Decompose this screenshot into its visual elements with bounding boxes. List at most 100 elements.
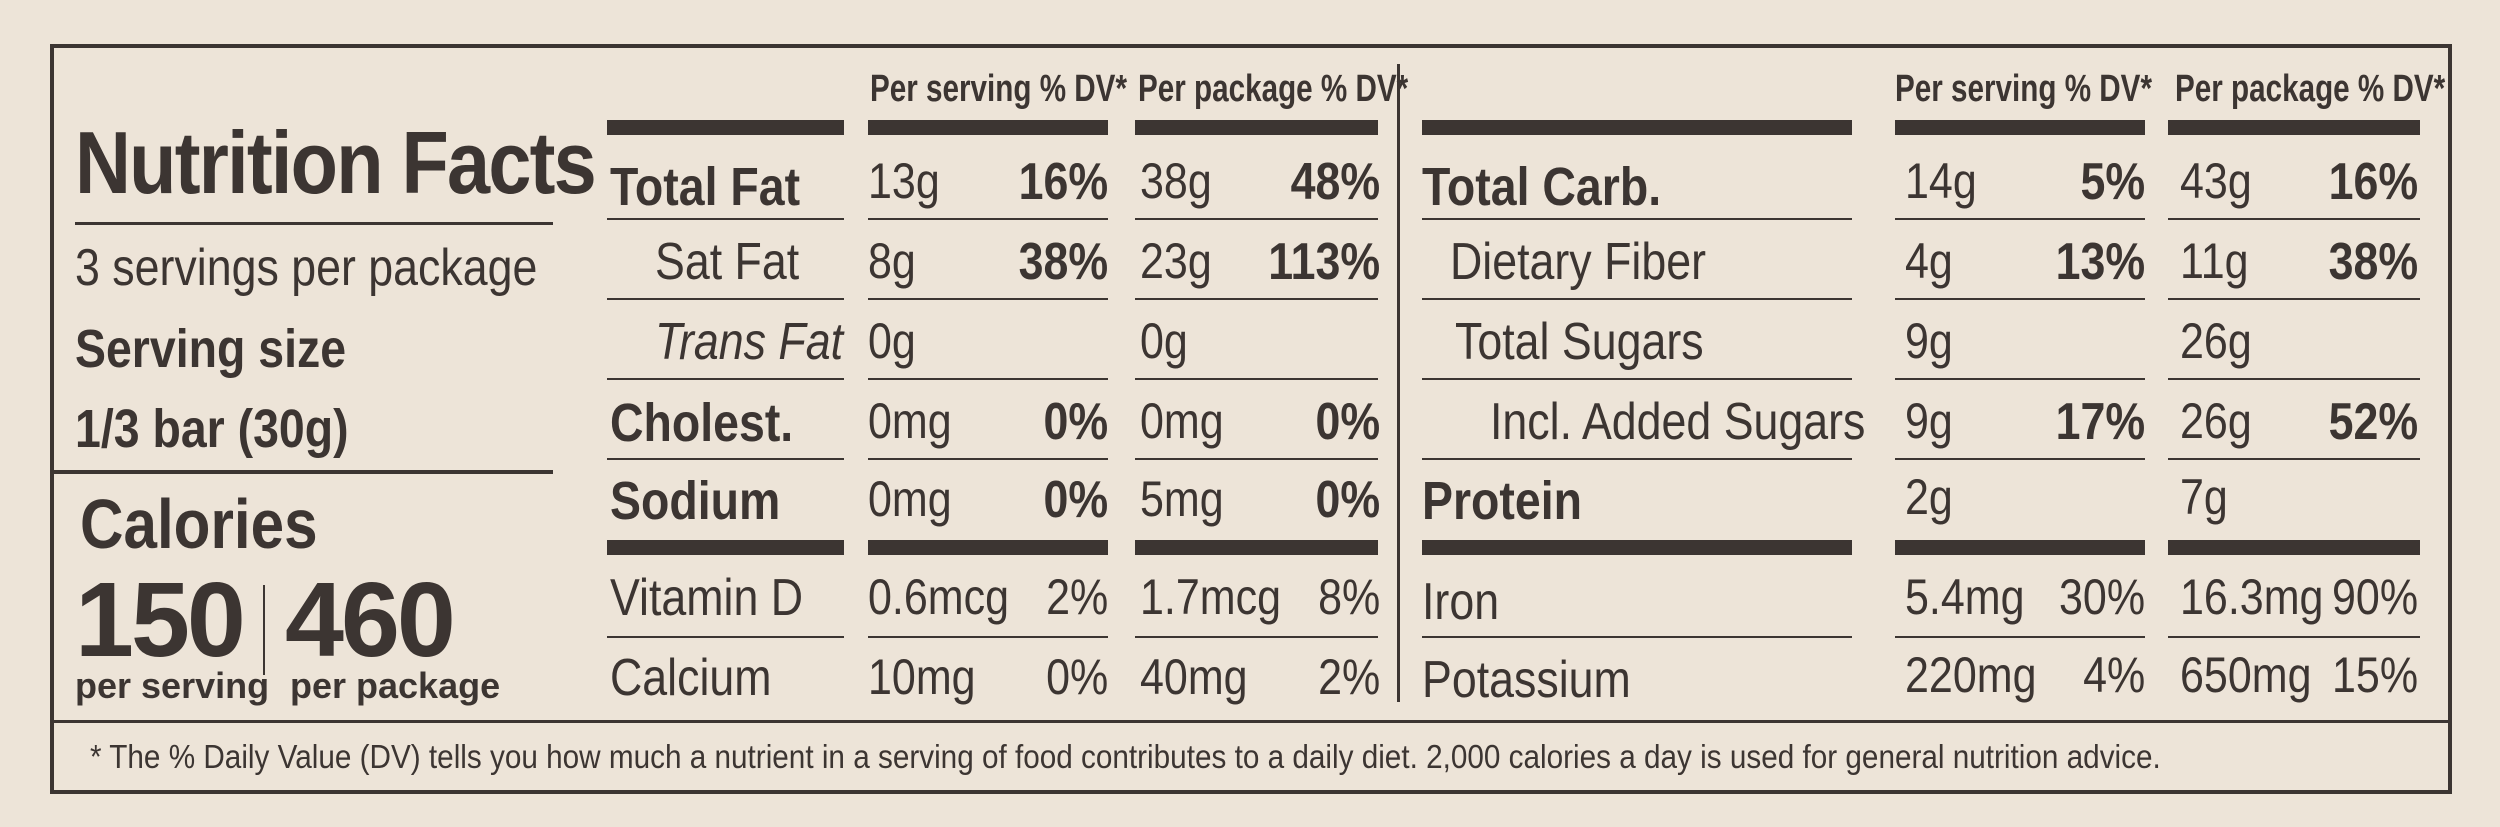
amount-package: 40mg [1140, 649, 1248, 705]
nutrient-name: Dietary Fiber [1450, 233, 1706, 291]
amount-package: 23g [1140, 233, 1212, 289]
left-serv-bar [868, 120, 1108, 135]
nutrient-name: Total Carb. [1422, 157, 1662, 217]
right-serv-bar [1895, 120, 2145, 135]
nutrient-name: Incl. Added Sugars [1490, 393, 1866, 451]
row-rule [1422, 636, 1852, 638]
amount-package: 16.3mg [2180, 569, 2324, 625]
servings-per-package: 3 servings per package [75, 239, 538, 297]
amount-serving: 220mg [1905, 647, 2037, 703]
footnote: * The % Daily Value (DV) tells you how m… [90, 738, 2161, 775]
amount-package: 0g [1140, 313, 1188, 369]
amount-serving: 13g [868, 153, 940, 209]
row-rule [1135, 218, 1378, 220]
nutrition-facts-title: Nutrition Facts [75, 113, 597, 212]
row-rule [2168, 218, 2420, 220]
dv-package: 113% [1268, 233, 1380, 291]
nutrient-name: Calcium [610, 649, 772, 707]
nutrient-name: Total Fat [610, 157, 801, 217]
row-rule [1422, 378, 1852, 380]
dv-package: 48% [1290, 153, 1380, 211]
left-name-bar [607, 120, 844, 135]
calories-divider [263, 585, 265, 675]
serving-rule [50, 470, 553, 474]
amount-package: 650mg [2180, 647, 2312, 703]
row-rule [2168, 378, 2420, 380]
left-pkg-bar-bottom [1135, 540, 1378, 555]
right-header-per-serving: Per serving % DV* [1895, 68, 2152, 110]
row-rule [607, 378, 844, 380]
dv-serving: 2% [1045, 569, 1108, 625]
right-pkg-bar-bottom [2168, 540, 2420, 555]
dv-serving: 0% [1045, 649, 1108, 705]
calories-per-package: 460 [285, 561, 456, 679]
amount-package: 0mg [1140, 393, 1224, 449]
amount-serving: 9g [1905, 393, 1953, 449]
row-rule [1135, 458, 1378, 460]
amount-serving: 0mg [868, 393, 952, 449]
row-rule [1895, 458, 2145, 460]
amount-package: 5mg [1140, 471, 1224, 527]
nutrient-name: Trans Fat [655, 313, 844, 371]
dv-serving: 0% [1043, 393, 1108, 451]
dv-package: 15% [2331, 647, 2418, 703]
dv-serving: 5% [2080, 153, 2145, 211]
row-rule [868, 378, 1108, 380]
row-rule [868, 458, 1108, 460]
row-rule [1422, 458, 1852, 460]
center-divider [1397, 64, 1400, 702]
amount-serving: 9g [1905, 313, 1953, 369]
dv-serving: 16% [1018, 153, 1108, 211]
calories-label: Calories [80, 485, 318, 563]
nutrient-name: Iron [1422, 573, 1500, 631]
row-rule [2168, 458, 2420, 460]
amount-package: 38g [1140, 153, 1212, 209]
row-rule [1895, 636, 2145, 638]
row-rule [607, 458, 844, 460]
amount-package: 1.7mcg [1140, 569, 1282, 625]
row-rule [868, 298, 1108, 300]
row-rule [607, 218, 844, 220]
left-name-bar-bottom [607, 540, 844, 555]
row-rule [607, 298, 844, 300]
serving-size-value: 1/3 bar (30g) [75, 399, 349, 459]
amount-serving: 8g [868, 233, 916, 289]
dv-serving: 4% [2082, 647, 2145, 703]
row-rule [1135, 378, 1378, 380]
amount-package: 26g [2180, 313, 2252, 369]
right-name-bar-bottom [1422, 540, 1852, 555]
row-rule [2168, 298, 2420, 300]
right-serv-bar-bottom [1895, 540, 2145, 555]
dv-serving: 30% [2058, 569, 2145, 625]
nutrient-name: Sat Fat [655, 233, 800, 291]
row-rule [1895, 378, 2145, 380]
right-name-bar [1422, 120, 1852, 135]
dv-package: 2% [1317, 649, 1380, 705]
dv-serving: 13% [2055, 233, 2145, 291]
dv-package: 0% [1315, 471, 1380, 529]
calories-per-package-label: per package [290, 665, 501, 706]
nutrient-name: Protein [1422, 471, 1582, 531]
left-pkg-bar [1135, 120, 1378, 135]
nutrient-name: Cholest. [610, 393, 794, 453]
amount-serving: 0mg [868, 471, 952, 527]
amount-serving: 4g [1905, 233, 1953, 289]
amount-serving: 5.4mg [1905, 569, 2025, 625]
amount-package: 43g [2180, 153, 2252, 209]
dv-serving: 38% [1018, 233, 1108, 291]
nutrient-name: Total Sugars [1455, 313, 1704, 371]
row-rule [1135, 298, 1378, 300]
row-rule [868, 636, 1108, 638]
label-border [50, 44, 2452, 794]
serving-size-label: Serving size [75, 319, 347, 379]
row-rule [1895, 218, 2145, 220]
row-rule [1422, 298, 1852, 300]
right-pkg-bar [2168, 120, 2420, 135]
amount-package: 7g [2180, 469, 2228, 525]
dv-package: 8% [1317, 569, 1380, 625]
dv-package: 52% [2328, 393, 2418, 451]
row-rule [1895, 298, 2145, 300]
right-header-per-package: Per package % DV* [2175, 68, 2446, 110]
dv-package: 38% [2328, 233, 2418, 291]
